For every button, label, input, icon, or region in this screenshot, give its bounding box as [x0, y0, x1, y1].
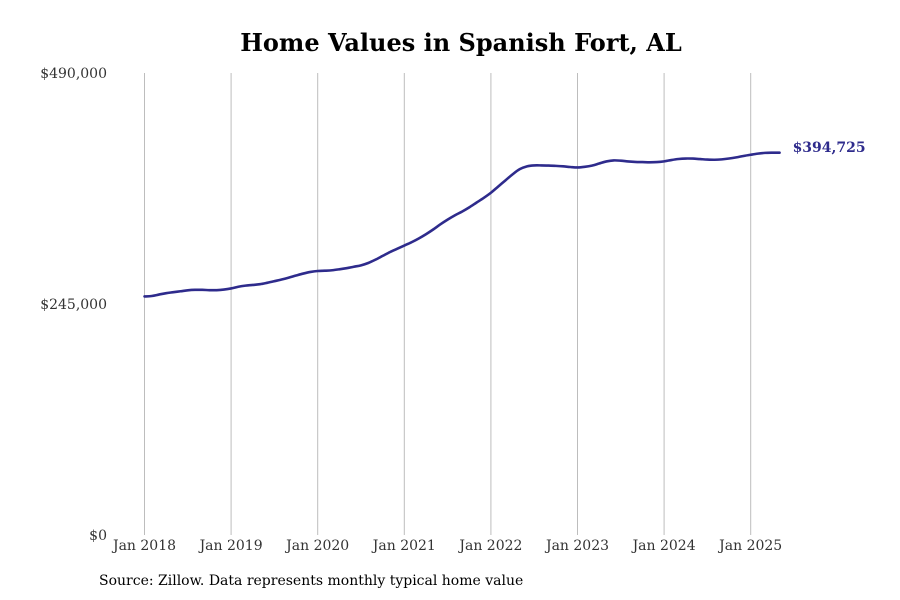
home-value-line: [143, 151, 781, 298]
source-note: Source: Zillow. Data represents monthly …: [99, 573, 524, 589]
series-layer: [143, 151, 781, 298]
chart-title: Home Values in Spanish Fort, AL: [240, 28, 682, 57]
x-tick-label: Jan 2021: [371, 538, 436, 554]
end-value-label: $394,725: [793, 140, 866, 156]
y-tick-label: $0: [89, 528, 107, 544]
y-tick-label: $245,000: [40, 297, 107, 313]
y-tick-label: $490,000: [40, 66, 107, 82]
x-tick-label: Jan 2019: [198, 538, 263, 554]
x-tick-label: Jan 2022: [457, 538, 522, 554]
x-tick-label: Jan 2025: [717, 538, 782, 554]
grid-layer: [144, 73, 752, 535]
x-tick-label: Jan 2024: [631, 538, 696, 554]
x-tick-label: Jan 2018: [111, 538, 176, 554]
x-axis-ticks: Jan 2018 Jan 2019 Jan 2020 Jan 2021 Jan 2022…: [111, 538, 782, 554]
y-axis-ticks: $0 $245,000 $490,000: [40, 66, 107, 544]
annotation-layer: $394,725: [793, 140, 866, 156]
x-tick-label: Jan 2020: [284, 538, 349, 554]
x-tick-label: Jan 2023: [544, 538, 609, 554]
